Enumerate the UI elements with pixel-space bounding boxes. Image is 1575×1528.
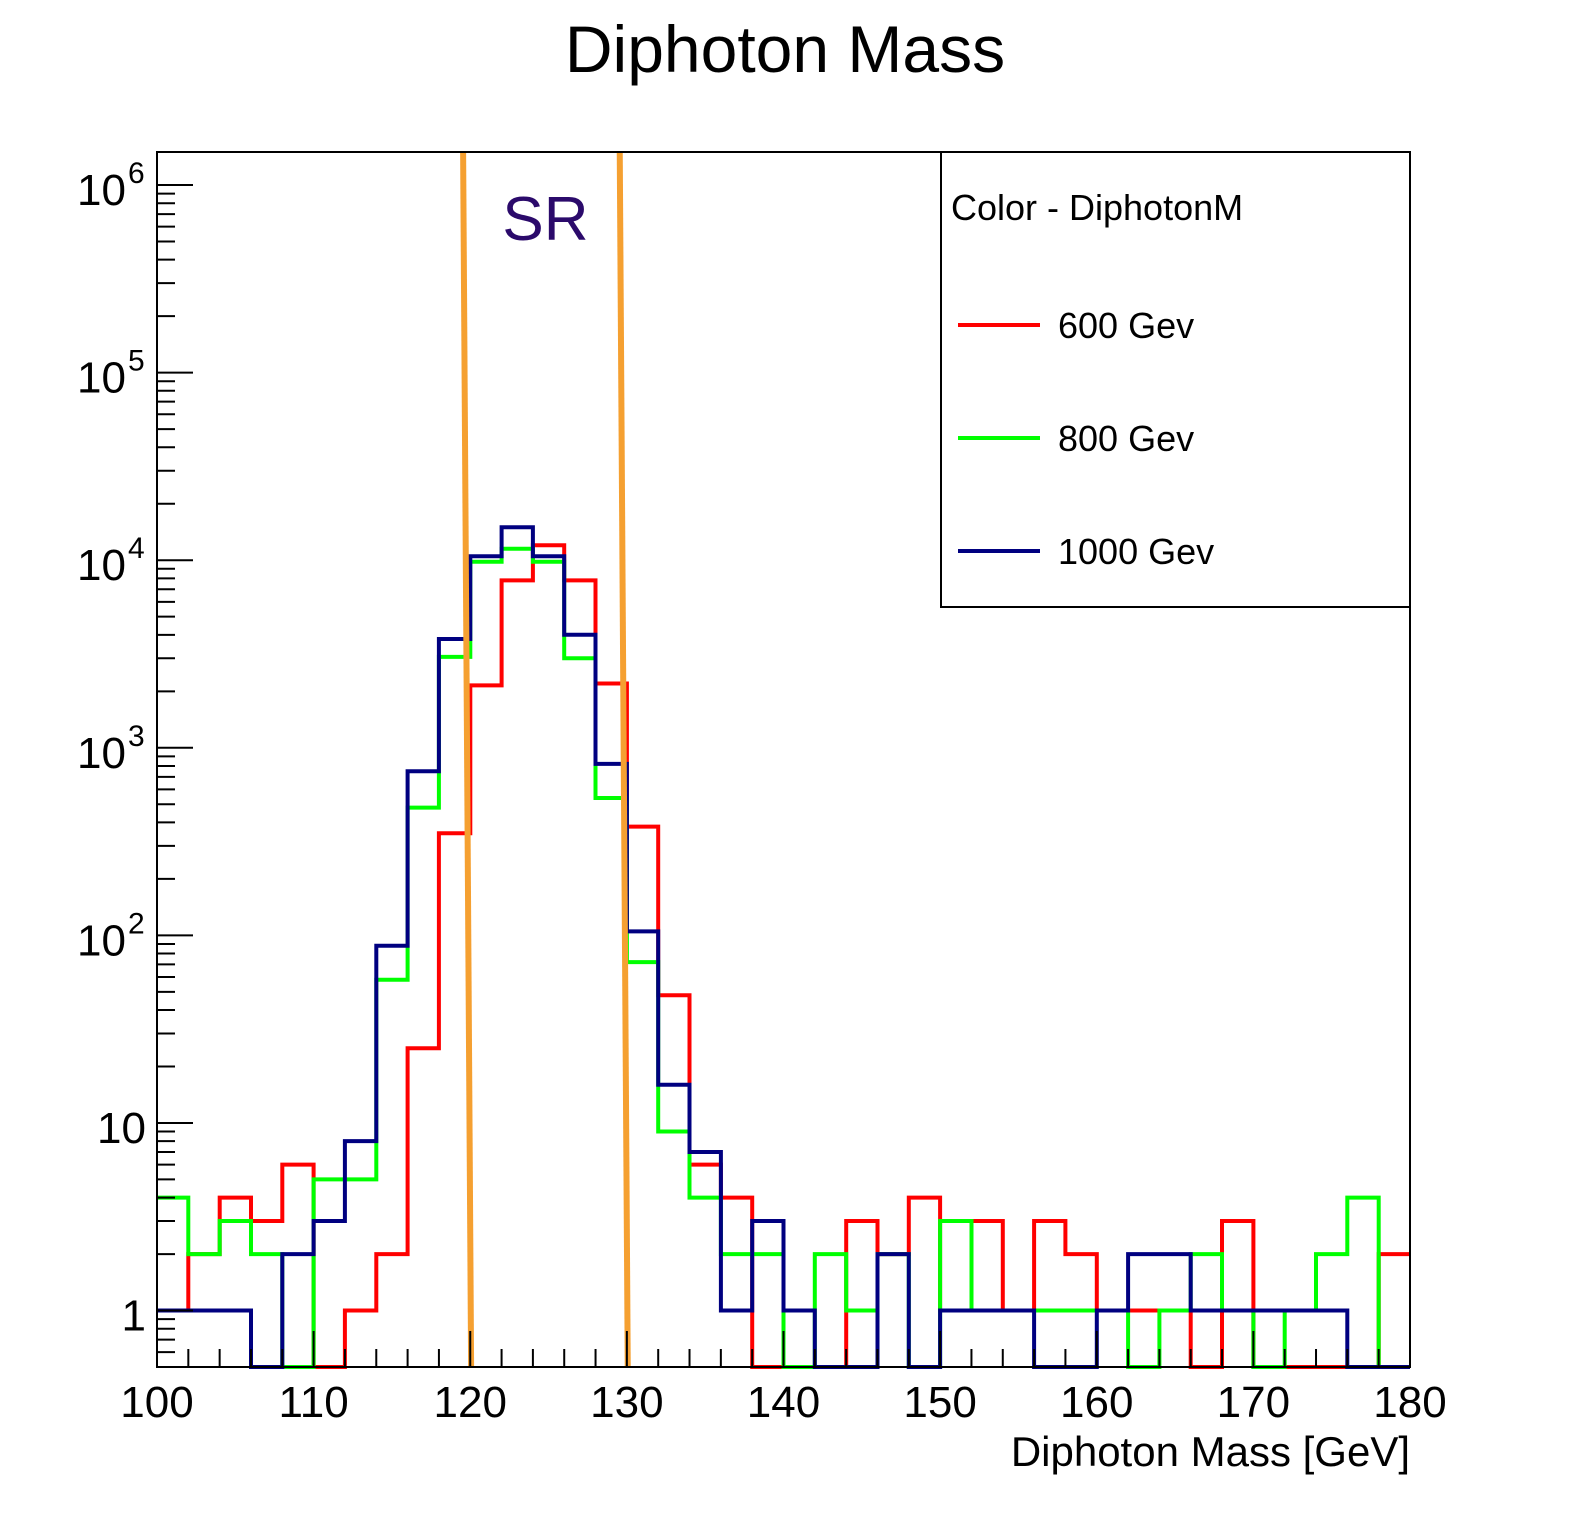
x-tick-label: 160: [1060, 1378, 1133, 1427]
y-tick-label: 10 5: [77, 345, 145, 403]
legend-entry: 1000 Gev: [958, 531, 1214, 572]
legend-label: 800 Gev: [1058, 418, 1194, 459]
svg-text:1: 1: [122, 1292, 146, 1341]
y-tick-label: 10: [97, 1104, 146, 1153]
y-tick-label: 1: [122, 1292, 146, 1341]
sr-low-line: [460, 151, 475, 1368]
x-tick-label: 150: [903, 1378, 976, 1427]
legend-label: 1000 Gev: [1058, 531, 1214, 572]
legend-box: [940, 151, 1411, 608]
x-tick-labels: 100 110 120 130 140 150 160 170 180: [120, 1378, 1446, 1427]
x-tick-label: 170: [1217, 1378, 1290, 1427]
y-tick-label: 10 4: [77, 532, 145, 590]
sr-high-line: [616, 151, 631, 1368]
legend-header: Color - DiphotonM: [951, 187, 1243, 228]
x-axis-label: Diphoton Mass [GeV]: [1011, 1428, 1410, 1475]
svg-text:10: 10: [77, 729, 126, 778]
histograms: [157, 525, 1410, 1369]
sr-label: SR: [502, 185, 588, 254]
svg-text:5: 5: [128, 345, 145, 378]
axis-ticks: [156, 184, 1411, 1368]
svg-text:10: 10: [77, 541, 126, 590]
x-tick-label: 130: [590, 1378, 663, 1427]
svg-text:2: 2: [128, 907, 145, 940]
svg-text:4: 4: [128, 532, 145, 565]
series-1000-gev: [157, 525, 1410, 1369]
legend-entry: 800 Gev: [958, 418, 1194, 459]
legend-entry: 600 Gev: [958, 305, 1194, 346]
x-tick-label: 110: [279, 1378, 349, 1427]
legend: Color - DiphotonM 600 Gev 800 Gev 1000 Gev: [940, 151, 1411, 608]
y-tick-label: 10 3: [77, 720, 145, 778]
svg-text:10: 10: [97, 1104, 146, 1153]
svg-text:10: 10: [77, 916, 126, 965]
x-tick-label: 120: [434, 1378, 507, 1427]
series-800-gev: [157, 546, 1410, 1369]
svg-text:10: 10: [77, 354, 126, 403]
svg-text:3: 3: [128, 720, 145, 753]
x-tick-label: 140: [747, 1378, 820, 1427]
chart-title: Diphoton Mass: [565, 12, 1005, 86]
y-tick-label: 10 6: [77, 157, 145, 215]
svg-text:6: 6: [128, 157, 145, 190]
legend-label: 600 Gev: [1058, 305, 1194, 346]
signal-region: SR: [460, 151, 631, 1368]
y-tick-label: 10 2: [77, 907, 145, 965]
x-tick-label: 100: [120, 1378, 193, 1427]
svg-text:10: 10: [77, 166, 126, 215]
x-tick-label: 180: [1373, 1378, 1446, 1427]
